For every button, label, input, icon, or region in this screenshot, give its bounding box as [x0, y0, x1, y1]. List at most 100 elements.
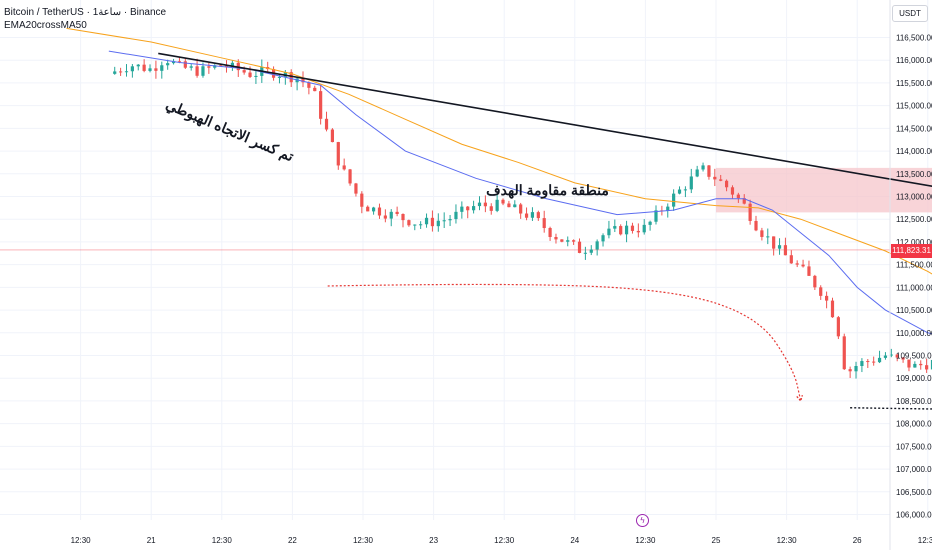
candle-body: [419, 224, 423, 226]
price-tick-label: 109,000.00: [896, 374, 932, 383]
target-resistance-zone[interactable]: [716, 167, 932, 213]
lightning-bolt-icon[interactable]: ϟ: [636, 514, 649, 527]
price-tick-label: 113,500.00: [896, 170, 932, 179]
time-tick-label: 24: [570, 536, 579, 545]
candle-body: [366, 206, 370, 212]
time-tick-label: 25: [712, 536, 721, 545]
candle-body: [330, 129, 335, 143]
candle-body: [742, 198, 746, 204]
descending-trendline[interactable]: [158, 52, 932, 363]
candle-body: [601, 235, 605, 242]
indicator-label[interactable]: EMA20crossMA50: [4, 20, 87, 31]
candle-body: [877, 357, 882, 363]
dotted-arc-left[interactable]: [327, 283, 802, 402]
candle-body: [925, 365, 929, 370]
candle-body: [477, 202, 482, 207]
candle-body: [301, 78, 305, 83]
candle-body: [324, 118, 329, 130]
time-tick-label: 12:30: [494, 536, 515, 545]
candle-body: [166, 63, 170, 66]
candle-body: [454, 211, 458, 220]
candle-body: [577, 241, 582, 253]
price-tick-label: 116,500.00: [896, 34, 932, 43]
price-axis[interactable]: 116,500.00 116,000.00 115,500.00 115,000.00…: [896, 34, 932, 520]
candle-body: [683, 189, 688, 191]
candle-body: [524, 213, 529, 218]
candle-body: [230, 62, 234, 68]
time-tick-label: 22: [288, 536, 297, 545]
candle-body: [489, 206, 493, 211]
time-tick-label: 12:30: [777, 536, 798, 545]
price-tick-label: 115,500.00: [896, 79, 932, 88]
candle-body: [513, 204, 517, 208]
candle-body: [813, 275, 817, 288]
price-tick-label: 108,000.00: [896, 420, 932, 429]
candle-body: [748, 203, 752, 221]
candle-body: [772, 236, 776, 249]
currency-selector[interactable]: USDT: [892, 5, 928, 22]
candle-body: [766, 236, 770, 238]
candle-body: [254, 75, 258, 77]
candle-body: [572, 240, 576, 242]
candle-body: [789, 255, 793, 264]
candle-body: [113, 71, 117, 74]
candle-body: [689, 176, 693, 190]
candle-body: [189, 66, 193, 68]
candle-body: [777, 245, 782, 249]
candle-body: [848, 369, 852, 372]
chart-grid: [0, 0, 929, 520]
candle-body: [219, 65, 223, 67]
candle-body: [142, 64, 146, 71]
candle-body: [519, 204, 523, 214]
price-tick-label: 115,000.00: [896, 102, 932, 111]
candle-body: [654, 210, 658, 222]
candle-body: [554, 236, 558, 240]
symbol-title[interactable]: Bitcoin / TetherUS · 1ساعة · Binance: [4, 7, 167, 18]
candle-body: [354, 183, 358, 194]
price-tick-label: 114,000.00: [896, 147, 932, 156]
candle-body: [401, 214, 405, 221]
price-tick-label: 109,500.00: [896, 352, 932, 361]
time-tick-label: 12:30: [212, 536, 233, 545]
candle-body: [472, 206, 476, 211]
candle-body: [395, 211, 399, 215]
last-price-badge: 111,823.31: [891, 244, 932, 258]
candle-body: [289, 72, 293, 83]
time-axis[interactable]: 12:30 21 12:30 22 12:30 23 12:30 24 12:30 25 12:30…: [71, 534, 932, 545]
candle-body: [536, 212, 540, 219]
price-tick-label: 107,000.00: [896, 465, 932, 474]
price-tick-label: 106,000.00: [896, 511, 932, 520]
candle-body: [866, 361, 870, 363]
candle-body: [630, 225, 635, 231]
candle-body: [836, 317, 840, 337]
time-tick-label: 23: [429, 536, 438, 545]
candle-body: [666, 206, 670, 211]
price-tick-label: 114,500.00: [896, 124, 932, 133]
candle-body: [542, 218, 546, 229]
price-tick-label: 110,500.00: [896, 306, 932, 315]
candle-body: [413, 224, 417, 226]
candle-body: [424, 217, 429, 225]
candle-body: [177, 61, 182, 63]
target-zone-annotation[interactable]: منطقة مقاومة الهدف: [486, 182, 609, 198]
candle-body: [648, 221, 652, 225]
candle-body: [589, 249, 593, 253]
candle-body: [507, 203, 511, 208]
candle-body: [713, 176, 717, 180]
price-tick-label: 111,500.00: [896, 261, 932, 270]
candle-body: [642, 224, 646, 233]
candle-body: [377, 207, 382, 216]
time-tick-label: 12:30: [71, 536, 92, 545]
price-tick-label: 116,000.00: [896, 56, 932, 65]
time-tick-label: 12:30: [918, 536, 932, 545]
candle-body: [307, 82, 311, 88]
candle-body: [583, 252, 587, 254]
candle-body: [277, 76, 282, 78]
ema20-line: [108, 50, 932, 335]
candle-body: [160, 65, 164, 71]
candle-body: [389, 211, 393, 219]
candle-body: [171, 61, 176, 64]
candle-body: [124, 71, 129, 73]
candle-body: [483, 202, 487, 207]
